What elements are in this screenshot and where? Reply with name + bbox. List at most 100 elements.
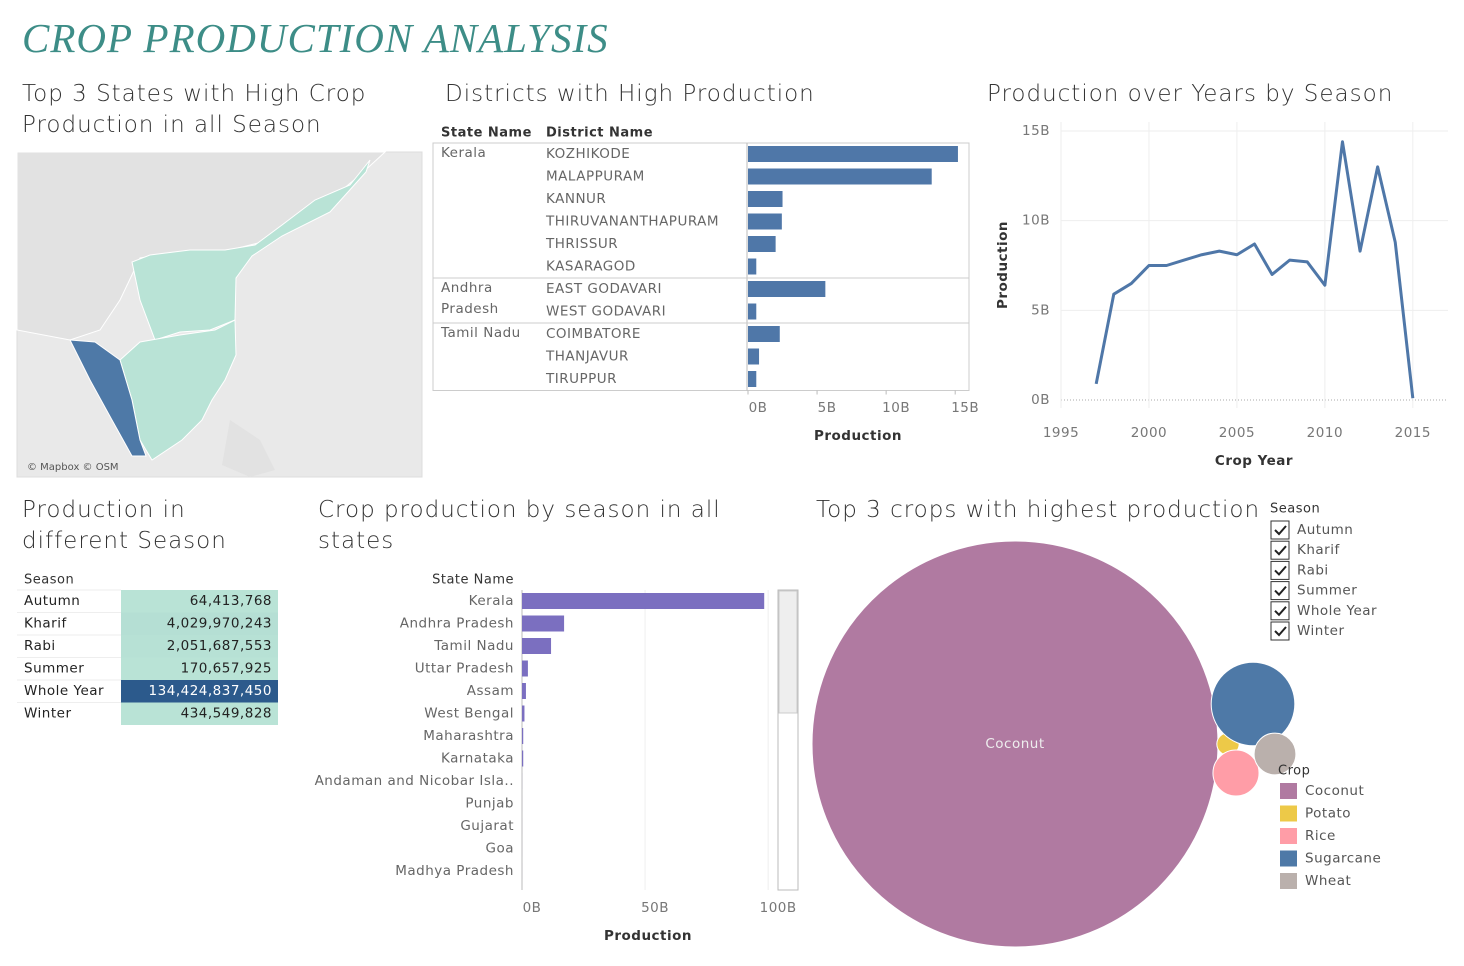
table-frame (432, 142, 970, 391)
checkmark (1274, 525, 1287, 536)
map-region (69, 339, 147, 457)
bar (522, 705, 525, 722)
group-label: Kerala (441, 145, 487, 161)
x-tick-label: 15B (951, 400, 979, 416)
chart-title: Crop production by season in all states (318, 497, 721, 554)
map-title: Top 3 States with High Crop Production i… (22, 81, 367, 138)
checkbox[interactable] (1270, 581, 1290, 601)
category-label: EAST GODAVARI (546, 281, 662, 297)
legend-label: Sugarcane (1305, 851, 1381, 867)
bar (522, 728, 524, 744)
category-label: West Bengal (424, 706, 514, 722)
bar (748, 281, 826, 297)
bar (522, 683, 526, 699)
table-cell (121, 635, 278, 658)
row-label: Rabi (24, 638, 56, 654)
category-label: WEST GODAVARI (546, 304, 666, 320)
cell-value: 4,029,970,243 (167, 616, 272, 632)
x-tick-label: 5B (818, 400, 837, 416)
group-label: Andhra Pradesh (441, 280, 499, 317)
x-tick-label: 10B (882, 400, 910, 416)
checkbox[interactable] (1270, 560, 1290, 580)
cell-value: 170,657,925 (181, 661, 272, 677)
table-cell (121, 612, 278, 635)
x-axis-title: Production (604, 928, 692, 944)
legend-swatch (1280, 873, 1297, 889)
category-label: KOZHIKODE (546, 146, 630, 162)
category-label: THIRUVANANTHAPURAM (545, 214, 719, 230)
x-tick-label: 2005 (1219, 425, 1255, 441)
filter-title: Season (1270, 502, 1320, 517)
map: © Mapbox © OSM (16, 151, 423, 478)
checkbox[interactable] (1270, 520, 1290, 540)
x-tick-label: 100B (760, 900, 797, 916)
legend-swatch (1280, 828, 1297, 844)
filter-item[interactable]: Rabi (1270, 560, 1329, 580)
filter-label[interactable]: Whole Year (1297, 603, 1377, 619)
checkbox[interactable] (1270, 540, 1290, 560)
bar (748, 191, 783, 207)
category-label: Maharashtra (423, 728, 514, 744)
filter-item[interactable]: Whole Year (1270, 601, 1377, 621)
checkbox[interactable] (1270, 601, 1290, 621)
chart-title: Production in different Season (22, 497, 227, 554)
x-tick-label: 1995 (1043, 425, 1079, 441)
category-label: KASARAGOD (546, 259, 636, 275)
map-land (222, 420, 275, 477)
x-tick-label: 2010 (1307, 425, 1343, 441)
bar (748, 303, 757, 320)
table-cell (121, 657, 278, 680)
cell-value: 134,424,837,450 (149, 683, 272, 699)
category-label: Gujarat (460, 818, 514, 834)
bar (522, 593, 765, 609)
cell-value: 64,413,768 (190, 593, 272, 609)
x-tick-label: 0B (523, 900, 542, 916)
chart-title: Top 3 crops with highest production (816, 497, 1261, 523)
legend-swatch (1280, 850, 1297, 867)
x-axis-title: Production (814, 428, 902, 444)
scrollbar-thumb[interactable] (778, 590, 798, 714)
category-label: MALAPPURAM (546, 169, 645, 185)
filter-item[interactable]: Autumn (1270, 520, 1353, 540)
x-tick-label: 50B (641, 900, 669, 916)
y-tick-label: 10B (1022, 213, 1050, 229)
bar (748, 213, 782, 230)
cell-value: 434,549,828 (181, 706, 272, 722)
page-title: CROP PRODUCTION ANALYSIS (22, 15, 609, 61)
map-attribution: © Mapbox © OSM (27, 462, 119, 473)
bar (748, 168, 932, 185)
filter-label[interactable]: Autumn (1297, 522, 1353, 538)
filter-label[interactable]: Winter (1297, 623, 1345, 639)
table-cell (121, 590, 278, 613)
legend-swatch (1280, 783, 1297, 799)
column-header: State Name (432, 573, 514, 588)
bar (748, 371, 757, 387)
category-label: Tamil Nadu (433, 638, 514, 654)
filter-item[interactable]: Kharif (1270, 540, 1340, 560)
line (1094, 140, 1415, 399)
legend-label: Rice (1305, 828, 1336, 844)
row-label: Autumn (24, 593, 80, 609)
checkmark (1274, 626, 1287, 637)
filter-label[interactable]: Kharif (1297, 542, 1340, 558)
filter-label[interactable]: Rabi (1297, 562, 1329, 578)
checkbox[interactable] (1270, 621, 1290, 641)
checkmark (1274, 565, 1287, 576)
legend-label: Coconut (1305, 783, 1364, 799)
category-label: THANJAVUR (545, 349, 629, 365)
filter-item[interactable]: Summer (1270, 581, 1357, 601)
y-tick-label: 5B (1031, 302, 1050, 318)
column-header: State Name (441, 126, 532, 141)
category-label: Madhya Pradesh (395, 863, 514, 879)
group-label: Tamil Nadu (441, 325, 521, 341)
category-label: Goa (486, 841, 515, 857)
bar (522, 750, 524, 767)
map-region (131, 159, 371, 341)
column-header: District Name (546, 126, 653, 141)
filter-item[interactable]: Winter (1270, 621, 1345, 641)
bar (522, 660, 528, 677)
cell-value: 2,051,687,553 (167, 638, 272, 654)
filter-label[interactable]: Summer (1297, 583, 1357, 599)
